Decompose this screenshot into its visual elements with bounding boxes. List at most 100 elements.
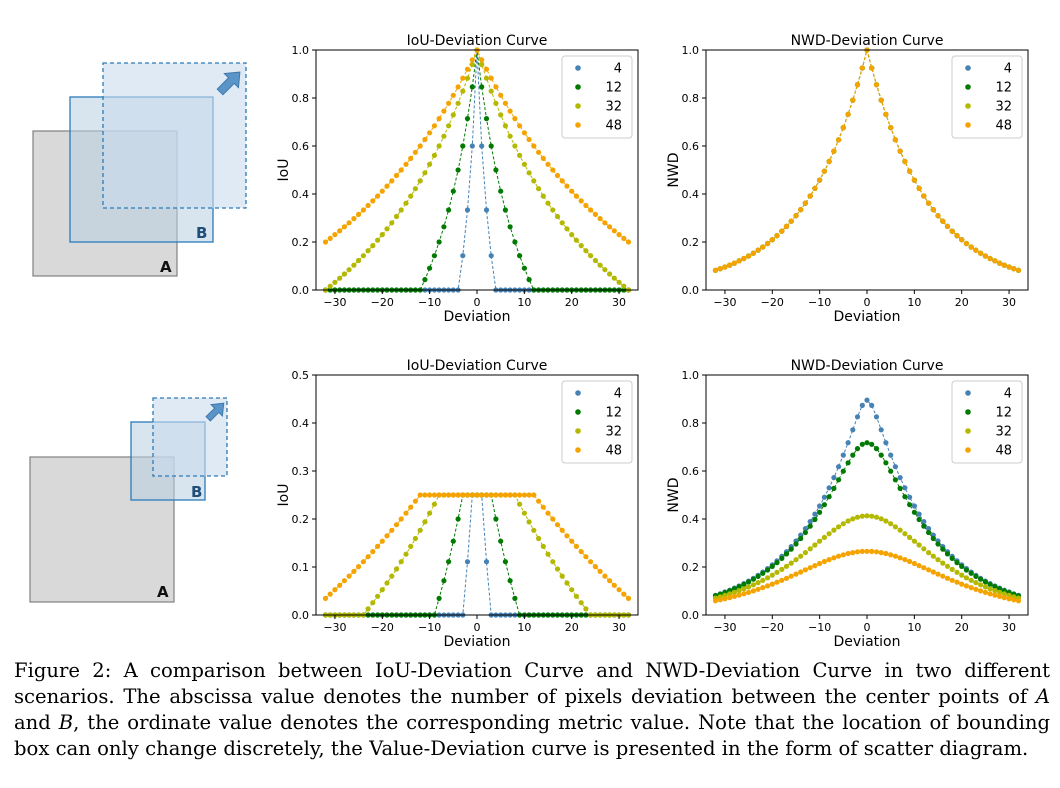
chart-title: NWD-Deviation Curve xyxy=(791,33,944,49)
data-point-48 xyxy=(963,240,969,247)
data-point-4 xyxy=(878,427,884,433)
data-point-48 xyxy=(592,211,598,217)
data-point-48 xyxy=(464,66,471,72)
data-point-48 xyxy=(341,224,347,230)
legend-marker-32 xyxy=(575,103,581,109)
data-point-32 xyxy=(864,513,870,519)
data-point-32 xyxy=(836,524,842,530)
data-point-48 xyxy=(460,75,466,81)
legend-marker-32 xyxy=(965,103,971,109)
data-point-32 xyxy=(902,531,908,537)
legend: 4 12 32 48 xyxy=(561,55,633,139)
data-point-32 xyxy=(959,572,965,578)
data-point-32 xyxy=(973,580,979,586)
data-point-48 xyxy=(755,247,761,253)
data-point-12 xyxy=(997,586,1003,592)
data-point-32 xyxy=(389,573,395,579)
chart-nwd-equal: NWD-Deviation Curve −30 −20 −10 0 10 20 30 0.0 0.… xyxy=(660,30,1040,334)
data-point-32 xyxy=(550,559,556,565)
chart-svg: NWD-Deviation Curve −30 −20 −10 0 10 20 30 0.0 0.… xyxy=(666,358,1029,650)
data-point-48 xyxy=(559,527,565,533)
legend-label-32: 32 xyxy=(605,425,622,440)
data-point-48 xyxy=(731,260,737,266)
data-point-48 xyxy=(859,65,865,71)
y-axis-label: NWD xyxy=(666,152,682,187)
data-point-48 xyxy=(926,567,932,573)
y-tick-label: 0.2 xyxy=(682,561,700,574)
data-point-48 xyxy=(583,554,589,560)
data-point-48 xyxy=(455,492,461,498)
data-point-48 xyxy=(746,253,752,259)
caption-var-b: B xyxy=(58,711,74,734)
data-point-48 xyxy=(360,559,366,565)
data-point-12 xyxy=(498,538,504,544)
x-tick-label: −10 xyxy=(418,621,441,634)
data-point-32 xyxy=(573,237,579,243)
data-point-32 xyxy=(502,123,508,129)
data-point-48 xyxy=(850,97,856,103)
data-point-48 xyxy=(783,223,790,229)
legend: 4 12 32 48 xyxy=(951,55,1023,139)
data-point-48 xyxy=(517,492,523,498)
data-point-48 xyxy=(826,158,832,165)
data-point-12 xyxy=(968,570,974,576)
data-point-48 xyxy=(422,136,428,143)
y-tick-label: 0.6 xyxy=(292,140,310,153)
data-point-12 xyxy=(502,559,508,565)
data-point-48 xyxy=(507,492,513,498)
data-point-32 xyxy=(403,200,409,206)
data-point-48 xyxy=(1011,597,1017,603)
data-point-32 xyxy=(869,513,875,519)
data-point-12 xyxy=(507,578,513,584)
data-point-48 xyxy=(351,216,357,222)
y-tick-label: 0.8 xyxy=(292,92,310,105)
data-point-48 xyxy=(578,549,584,555)
data-point-32 xyxy=(1001,591,1007,597)
data-point-32 xyxy=(750,582,756,588)
data-point-48 xyxy=(798,207,804,213)
data-point-12 xyxy=(460,143,466,149)
legend-label-4: 4 xyxy=(614,387,622,402)
data-point-4 xyxy=(812,511,818,517)
data-point-12 xyxy=(783,551,790,557)
data-point-48 xyxy=(408,504,414,510)
y-tick-label: 0.1 xyxy=(292,561,310,574)
data-point-12 xyxy=(949,555,955,561)
data-point-12 xyxy=(760,570,766,576)
x-tick-label: 20 xyxy=(565,621,579,634)
x-axis-label: Deviation xyxy=(834,309,901,325)
legend-label-12: 12 xyxy=(995,81,1012,96)
data-point-32 xyxy=(583,606,589,612)
y-tick-label: 0.4 xyxy=(292,188,310,201)
data-point-48 xyxy=(869,548,875,554)
legend-label-12: 12 xyxy=(605,81,622,96)
data-point-32 xyxy=(408,193,414,199)
data-point-48 xyxy=(878,550,884,556)
data-point-48 xyxy=(755,586,761,592)
x-tick-label: −20 xyxy=(371,621,394,634)
data-point-48 xyxy=(864,548,870,554)
data-point-48 xyxy=(840,552,846,558)
data-point-32 xyxy=(422,519,428,525)
data-point-12 xyxy=(441,224,447,230)
data-point-12 xyxy=(878,452,884,458)
data-point-32 xyxy=(441,133,447,139)
data-point-48 xyxy=(769,581,775,587)
x-tick-label: 30 xyxy=(612,296,626,309)
data-point-12 xyxy=(831,485,837,491)
data-point-32 xyxy=(540,193,546,199)
data-point-32 xyxy=(736,588,742,594)
data-point-48 xyxy=(422,492,428,498)
data-point-48 xyxy=(578,198,584,204)
data-point-12 xyxy=(935,541,941,547)
data-point-48 xyxy=(431,123,437,129)
legend-marker-4 xyxy=(575,65,581,71)
data-point-48 xyxy=(954,579,960,585)
legend-marker-48 xyxy=(575,447,581,453)
data-point-12 xyxy=(907,502,913,508)
data-point-32 xyxy=(379,232,385,238)
x-tick-label: 30 xyxy=(612,621,626,634)
data-point-12 xyxy=(992,584,998,590)
data-point-32 xyxy=(892,524,898,530)
data-point-48 xyxy=(992,258,998,264)
